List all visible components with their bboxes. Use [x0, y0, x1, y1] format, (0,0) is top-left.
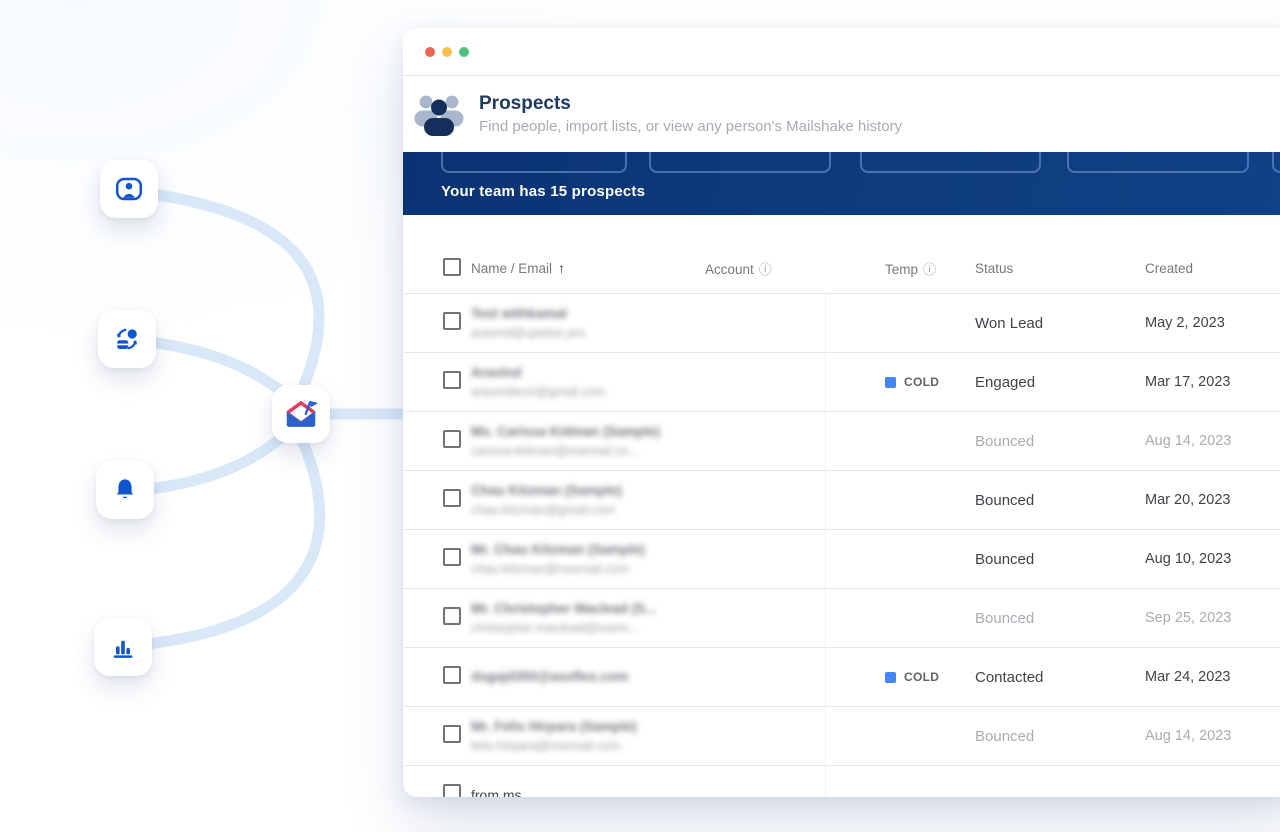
- created-date: Mar 24, 2023: [1145, 669, 1231, 685]
- sync-icon: [117, 328, 137, 350]
- prospect-email: felix-hirpara@noemail.com: [471, 738, 620, 753]
- column-header-account: Account ⓘ: [705, 261, 772, 278]
- prospect-email: aravind@upwise.pro: [471, 325, 586, 340]
- maximize-window-button[interactable]: [459, 46, 469, 57]
- account-info-icon[interactable]: ⓘ: [758, 262, 772, 278]
- created-date: Mar 20, 2023: [1145, 492, 1231, 508]
- page-header: Prospects Find people, import lists, or …: [403, 76, 1280, 152]
- minimize-window-button[interactable]: [442, 46, 452, 57]
- banner-ghost-button[interactable]: [1272, 152, 1280, 173]
- prospect-name: Aravind: [471, 364, 522, 380]
- temp-badge: COLD: [885, 375, 975, 389]
- table-row[interactable]: Ms. Carissa Kidman (Sample) carissa-kidm…: [403, 411, 1280, 470]
- created-date: Aug 14, 2023: [1145, 433, 1232, 449]
- column-header-name-email[interactable]: Name / Email ↑: [471, 260, 566, 276]
- status-text: Bounced: [975, 727, 1035, 745]
- prospect-name: from ms: [471, 786, 522, 798]
- status-text: Bounced: [975, 609, 1035, 627]
- created-date: Aug 10, 2023: [1145, 551, 1232, 567]
- table-row[interactable]: from ms: [403, 765, 1280, 797]
- prospect-count-text: Your team has 15 prospects: [441, 183, 646, 200]
- prospect-email: chau-kitzman@gmail.com: [471, 502, 615, 517]
- row-checkbox[interactable]: [443, 606, 461, 625]
- page-subtitle: Find people, import lists, or view any p…: [479, 118, 903, 136]
- mailshake-logo-icon: [286, 400, 319, 427]
- table-body: Test withkamal aravind@upwise.pro Won Le…: [403, 293, 1280, 797]
- prospect-email: christopher-maclead@noem...: [471, 620, 639, 635]
- created-date: Aug 14, 2023: [1145, 728, 1232, 744]
- prospect-name: Mr. Chau Kitzman (Sample): [471, 541, 646, 557]
- select-all-checkbox[interactable]: [443, 257, 461, 276]
- table-row[interactable]: Aravind aravindtech@gmail.com COLD Engag…: [403, 352, 1280, 411]
- row-checkbox[interactable]: [443, 665, 461, 684]
- page-title: Prospects: [479, 92, 571, 114]
- status-text: Bounced: [975, 491, 1035, 509]
- floating-card-chart: [94, 618, 152, 676]
- status-text: Engaged: [975, 373, 1036, 391]
- table-row[interactable]: Mr. Christopher Maclead (S... christophe…: [403, 588, 1280, 647]
- row-checkbox[interactable]: [443, 488, 461, 507]
- close-window-button[interactable]: [425, 46, 435, 57]
- app-window: Prospects Find people, import lists, or …: [403, 28, 1280, 797]
- status-text: Contacted: [975, 668, 1044, 686]
- team-banner: Your team has 15 prospects: [403, 152, 1280, 215]
- column-header-status: Status: [975, 260, 1014, 276]
- temp-badge: COLD: [885, 670, 975, 684]
- prospect-name: dsgajd350@asoflex.com: [471, 668, 629, 684]
- row-checkbox[interactable]: [443, 783, 461, 797]
- cold-square-icon: [885, 376, 896, 388]
- cold-square-icon: [885, 671, 896, 683]
- prospect-name: Ms. Carissa Kidman (Sample): [471, 423, 661, 439]
- created-date: Mar 17, 2023: [1145, 374, 1231, 390]
- contact-card-icon: [115, 177, 143, 201]
- row-checkbox[interactable]: [443, 429, 461, 448]
- table-row[interactable]: Mr. Chau Kitzman (Sample) chau-kitzman@n…: [403, 529, 1280, 588]
- column-header-created: Created: [1145, 260, 1194, 276]
- floating-card-sync: [98, 310, 156, 368]
- temp-info-icon[interactable]: ⓘ: [923, 262, 937, 278]
- row-checkbox[interactable]: [443, 724, 461, 743]
- prospect-name: Test withkamal: [471, 305, 567, 321]
- banner-ghost-button[interactable]: [649, 152, 831, 173]
- table-header: Name / Email ↑ Account ⓘ Temp ⓘ Status Crea…: [403, 215, 1280, 293]
- banner-ghost-button[interactable]: [860, 152, 1041, 173]
- created-date: May 2, 2023: [1145, 315, 1225, 331]
- row-checkbox[interactable]: [443, 370, 461, 389]
- table-row[interactable]: Chau Kitzman (Sample) chau-kitzman@gmail…: [403, 470, 1280, 529]
- prospect-email: chau-kitzman@noemail.com: [471, 561, 629, 576]
- prospect-name: Mr. Christopher Maclead (S...: [471, 600, 657, 616]
- banner-ghost-button[interactable]: [1067, 152, 1249, 173]
- floating-card-bell: [96, 461, 154, 519]
- prospect-email: carissa-kidman@noemail.co...: [471, 443, 639, 458]
- sort-ascending-icon: ↑: [558, 260, 566, 276]
- bar-chart-icon: [113, 640, 133, 658]
- table-row[interactable]: Test withkamal aravind@upwise.pro Won Le…: [403, 293, 1280, 352]
- row-checkbox[interactable]: [443, 311, 461, 330]
- table-row[interactable]: Mr. Felix Hirpara (Sample) felix-hirpara…: [403, 706, 1280, 765]
- prospect-name: Mr. Felix Hirpara (Sample): [471, 718, 637, 734]
- table-row[interactable]: dsgajd350@asoflex.com COLD Contacted Mar…: [403, 647, 1280, 706]
- status-text: Bounced: [975, 432, 1035, 450]
- column-header-temp: Temp ⓘ: [885, 261, 937, 278]
- status-text: Bounced: [975, 550, 1035, 568]
- floating-card-mail: [272, 385, 330, 443]
- prospect-name: Chau Kitzman (Sample): [471, 482, 622, 498]
- status-text: Won Lead: [975, 314, 1044, 332]
- row-checkbox[interactable]: [443, 547, 461, 566]
- created-date: Sep 25, 2023: [1145, 610, 1232, 626]
- bell-icon: [117, 479, 133, 499]
- window-titlebar: [403, 28, 1280, 76]
- floating-card-contact: [100, 160, 158, 218]
- prospect-email: aravindtech@gmail.com: [471, 384, 606, 399]
- prospects-people-icon: [414, 95, 464, 136]
- banner-ghost-button[interactable]: [441, 152, 627, 173]
